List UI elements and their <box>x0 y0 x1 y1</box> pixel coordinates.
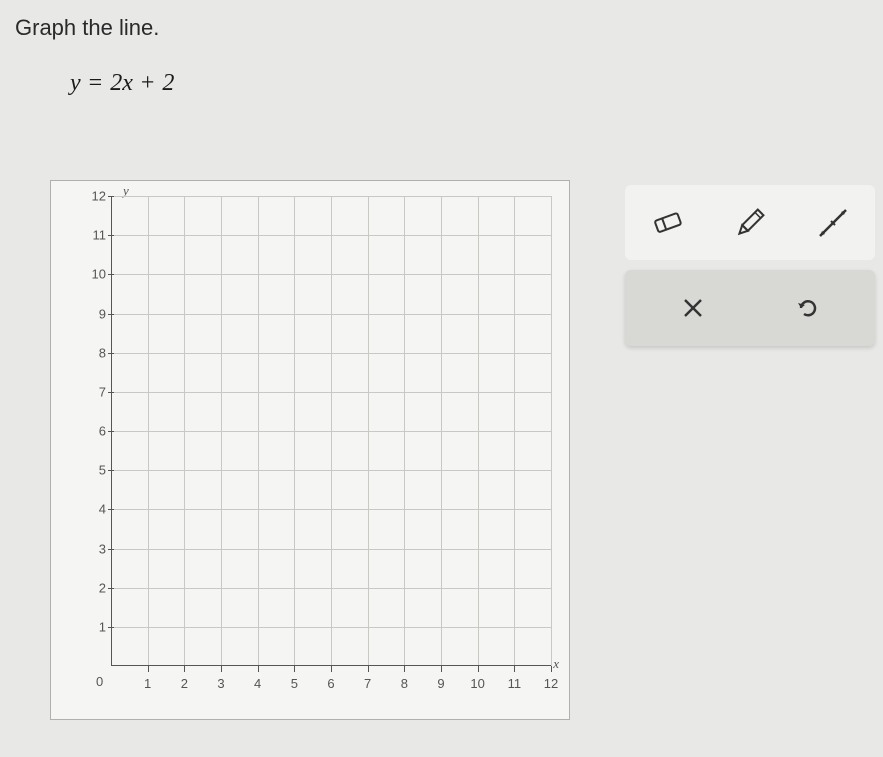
grid-line-horizontal <box>111 470 551 471</box>
origin-label: 0 <box>96 674 103 689</box>
grid-line-horizontal <box>111 627 551 628</box>
close-icon <box>682 297 704 319</box>
x-tick-label: 5 <box>291 676 298 691</box>
x-tick-label: 2 <box>181 676 188 691</box>
y-tick <box>108 549 114 550</box>
equation-lhs: y <box>70 70 81 96</box>
y-tick-label: 11 <box>86 228 106 243</box>
x-tick <box>551 666 552 672</box>
y-tick <box>108 431 114 432</box>
grid-line-horizontal <box>111 314 551 315</box>
x-tick <box>478 666 479 672</box>
equation-const: 2 <box>162 70 174 96</box>
y-tick <box>108 235 114 236</box>
y-tick-label: 5 <box>86 463 106 478</box>
y-tick-label: 8 <box>86 345 106 360</box>
x-tick <box>331 666 332 672</box>
y-tick <box>108 274 114 275</box>
y-tick <box>108 314 114 315</box>
y-tick-label: 7 <box>86 384 106 399</box>
close-button[interactable] <box>673 288 713 328</box>
grid-line-horizontal <box>111 274 551 275</box>
y-tick <box>108 392 114 393</box>
tool-row <box>625 185 875 260</box>
grid-line-horizontal <box>111 588 551 589</box>
grid-line-vertical <box>551 196 552 666</box>
y-tick-label: 1 <box>86 619 106 634</box>
y-tick-label: 10 <box>86 267 106 282</box>
x-tick <box>148 666 149 672</box>
y-tick <box>108 509 114 510</box>
equation-equals: = <box>89 70 103 96</box>
x-tick-label: 12 <box>544 676 558 691</box>
equation-rhs-var: x <box>122 70 133 96</box>
y-tick <box>108 627 114 628</box>
pencil-icon <box>731 204 769 242</box>
grid-line-horizontal <box>111 353 551 354</box>
x-tick-label: 8 <box>401 676 408 691</box>
equation-plus: + <box>141 70 155 96</box>
y-tick-label: 3 <box>86 541 106 556</box>
x-axis-name: x <box>553 656 559 672</box>
graph-panel[interactable]: y x 0 123456789101112123456789101112 <box>50 180 570 720</box>
x-tick-label: 6 <box>327 676 334 691</box>
x-tick-label: 7 <box>364 676 371 691</box>
x-tick <box>404 666 405 672</box>
y-tick <box>108 196 114 197</box>
x-tick-label: 1 <box>144 676 151 691</box>
y-tick-label: 6 <box>86 424 106 439</box>
x-tick <box>184 666 185 672</box>
equation-coef: 2 <box>110 70 122 96</box>
x-tick-label: 4 <box>254 676 261 691</box>
x-tick <box>441 666 442 672</box>
x-tick-label: 10 <box>470 676 484 691</box>
line-icon <box>814 204 852 242</box>
grid-line-horizontal <box>111 235 551 236</box>
y-tick-label: 9 <box>86 306 106 321</box>
grid-line-horizontal <box>111 431 551 432</box>
y-tick <box>108 588 114 589</box>
y-tick-label: 12 <box>86 189 106 204</box>
y-tick-label: 4 <box>86 502 106 517</box>
equation-display: y = 2x + 2 <box>70 70 174 97</box>
y-tick <box>108 470 114 471</box>
instruction-text: Graph the line. <box>15 15 159 41</box>
x-tick-label: 3 <box>217 676 224 691</box>
undo-icon <box>795 295 821 321</box>
x-tick-label: 9 <box>437 676 444 691</box>
eraser-icon <box>648 209 686 237</box>
grid-line-horizontal <box>111 509 551 510</box>
undo-button[interactable] <box>788 288 828 328</box>
y-tick-label: 2 <box>86 580 106 595</box>
x-tick-label: 11 <box>508 676 522 691</box>
x-tick <box>514 666 515 672</box>
toolbar <box>625 185 875 346</box>
graph-grid[interactable] <box>111 196 551 666</box>
eraser-tool[interactable] <box>644 200 689 245</box>
grid-line-horizontal <box>111 196 551 197</box>
x-tick <box>258 666 259 672</box>
grid-line-horizontal <box>111 549 551 550</box>
grid-line-horizontal <box>111 392 551 393</box>
x-tick <box>294 666 295 672</box>
button-row <box>625 270 875 346</box>
line-tool[interactable] <box>811 200 856 245</box>
x-tick <box>368 666 369 672</box>
x-tick <box>221 666 222 672</box>
y-tick <box>108 353 114 354</box>
pencil-tool[interactable] <box>727 200 772 245</box>
